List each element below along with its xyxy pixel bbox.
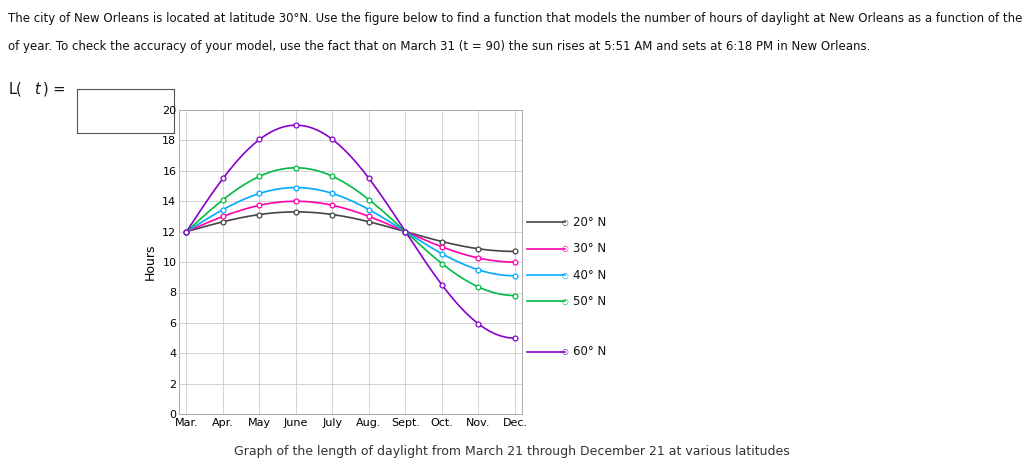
Text: t: t [34, 82, 40, 97]
Text: ○: ○ [562, 297, 568, 306]
Text: ○: ○ [562, 271, 568, 280]
Text: 60° N: 60° N [573, 345, 606, 358]
Text: ○: ○ [562, 347, 568, 357]
Text: 40° N: 40° N [573, 269, 606, 282]
Text: 30° N: 30° N [573, 242, 606, 256]
Y-axis label: Hours: Hours [143, 244, 157, 280]
Text: ○: ○ [562, 218, 568, 227]
Text: Graph of the length of daylight from March 21 through December 21 at various lat: Graph of the length of daylight from Mar… [234, 445, 790, 458]
Text: The city of New Orleans is located at latitude 30°N. Use the figure below to fin: The city of New Orleans is located at la… [8, 12, 1024, 25]
Text: 50° N: 50° N [573, 295, 606, 308]
Text: of year. To check the accuracy of your model, use the fact that on March 31 (t =: of year. To check the accuracy of your m… [8, 40, 870, 53]
Text: ○: ○ [562, 244, 568, 254]
Text: ) =: ) = [43, 82, 66, 97]
Text: 20° N: 20° N [573, 216, 606, 229]
Text: L(: L( [8, 82, 22, 97]
